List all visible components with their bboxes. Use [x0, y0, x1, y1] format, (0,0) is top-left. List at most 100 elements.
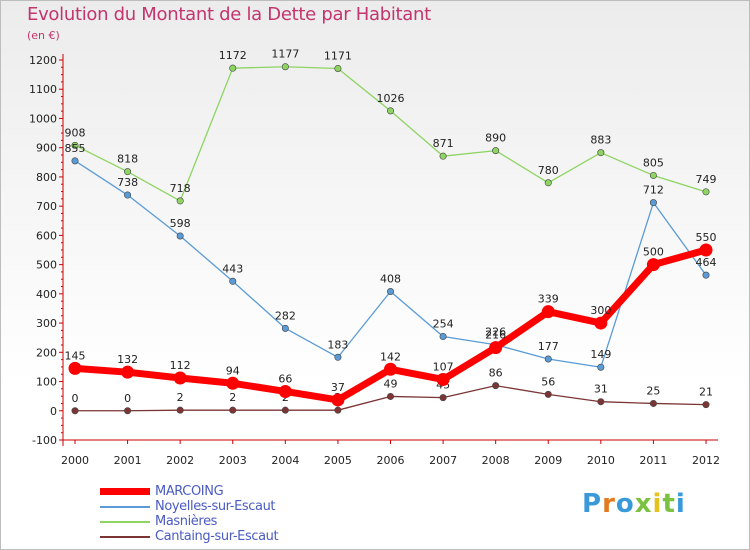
- data-point-masnieres: [649, 171, 657, 179]
- data-label-noyelles-sur-escaut: 855: [65, 142, 86, 155]
- data-label-masnieres: 749: [696, 173, 717, 186]
- data-label-cantaing-sur-escaut: 25: [646, 384, 660, 397]
- y-tick-label: 900: [36, 142, 57, 155]
- data-label-cantaing-sur-escaut: 2: [177, 391, 184, 404]
- data-label-masnieres: 1026: [377, 92, 405, 105]
- y-tick-label: 0: [50, 405, 57, 418]
- data-point-marcoing: [436, 372, 450, 386]
- logo-letter: P: [582, 489, 603, 519]
- data-point-cantaing-sur-escaut: [544, 390, 552, 398]
- data-point-noyelles-sur-escaut: [124, 191, 132, 199]
- data-label-cantaing-sur-escaut: 0: [72, 392, 79, 405]
- x-tick-label: 2004: [271, 454, 299, 467]
- data-point-cantaing-sur-escaut: [702, 401, 710, 409]
- x-tick-label: 2003: [219, 454, 247, 467]
- chart-title: Evolution du Montant de la Dette par Hab…: [27, 4, 431, 25]
- logo-letter: t: [662, 489, 676, 519]
- x-tick-label: 2005: [324, 454, 352, 467]
- x-tick-label: 2000: [61, 454, 89, 467]
- data-point-masnieres: [492, 147, 500, 155]
- data-label-masnieres: 805: [643, 156, 664, 169]
- logo-letter: x: [634, 489, 653, 519]
- data-label-marcoing: 132: [117, 353, 138, 366]
- data-point-noyelles-sur-escaut: [597, 363, 605, 371]
- legend-swatch: [100, 506, 150, 508]
- data-point-cantaing-sur-escaut: [281, 406, 289, 414]
- data-point-masnieres: [702, 188, 710, 196]
- data-point-cantaing-sur-escaut: [229, 406, 237, 414]
- x-tick-label: 2011: [639, 454, 667, 467]
- x-tick-label: 2010: [587, 454, 615, 467]
- y-tick-label: 600: [36, 229, 57, 242]
- data-label-noyelles-sur-escaut: 282: [275, 309, 296, 322]
- data-point-cantaing-sur-escaut: [124, 407, 132, 415]
- y-tick-label: 500: [36, 259, 57, 272]
- data-label-noyelles-sur-escaut: 177: [538, 340, 559, 353]
- data-label-marcoing: 142: [380, 350, 401, 363]
- data-point-cantaing-sur-escaut: [176, 406, 184, 414]
- data-point-marcoing: [384, 362, 397, 376]
- logo-letter: i: [675, 489, 686, 519]
- data-label-masnieres: 883: [590, 134, 611, 147]
- y-tick-label: -100: [32, 434, 57, 447]
- x-tick-label: 2002: [166, 454, 194, 467]
- legend-swatch: [100, 488, 150, 495]
- data-label-marcoing: 107: [433, 360, 454, 373]
- data-point-cantaing-sur-escaut: [597, 398, 605, 406]
- y-tick-label: 100: [36, 376, 57, 389]
- data-label-marcoing: 500: [643, 246, 664, 259]
- data-point-noyelles-sur-escaut: [702, 271, 710, 279]
- y-tick-label: 800: [36, 171, 57, 184]
- x-tick-label: 2001: [114, 454, 142, 467]
- data-point-cantaing-sur-escaut: [492, 382, 500, 390]
- data-label-noyelles-sur-escaut: 226: [485, 326, 506, 339]
- legend-swatch: [100, 536, 150, 538]
- data-label-marcoing: 94: [226, 364, 240, 377]
- data-label-noyelles-sur-escaut: 254: [433, 318, 454, 331]
- x-tick-label: 2009: [534, 454, 562, 467]
- data-point-masnieres: [597, 149, 605, 157]
- legend-label: Cantaing-sur-Escaut: [155, 529, 279, 544]
- data-label-masnieres: 1177: [271, 48, 299, 61]
- data-label-masnieres: 890: [485, 132, 506, 145]
- chart-subtitle: (en €): [27, 29, 60, 42]
- data-label-masnieres: 780: [538, 164, 559, 177]
- logo-letter: i: [652, 489, 663, 519]
- data-label-noyelles-sur-escaut: 464: [696, 256, 717, 269]
- data-label-masnieres: 1171: [324, 49, 352, 62]
- data-label-masnieres: 818: [117, 153, 138, 166]
- logo-letter: o: [615, 489, 635, 519]
- data-label-cantaing-sur-escaut: 86: [489, 367, 503, 380]
- data-label-noyelles-sur-escaut: 183: [327, 338, 348, 351]
- series-line-masnieres: [74, 66, 707, 202]
- data-point-marcoing: [541, 305, 555, 319]
- data-point-noyelles-sur-escaut: [439, 333, 447, 341]
- data-label-cantaing-sur-escaut: 2: [229, 391, 236, 404]
- data-point-noyelles-sur-escaut: [649, 199, 657, 207]
- data-point-cantaing-sur-escaut: [386, 392, 394, 400]
- x-tick-label: 2012: [692, 454, 720, 467]
- logo-letter: r: [602, 489, 616, 519]
- data-label-marcoing: 550: [696, 231, 717, 244]
- y-tick-label: 1000: [29, 112, 57, 125]
- data-label-cantaing-sur-escaut: 31: [594, 383, 608, 396]
- data-point-masnieres: [544, 179, 552, 187]
- data-point-noyelles-sur-escaut: [281, 324, 289, 332]
- data-point-noyelles-sur-escaut: [334, 353, 342, 361]
- data-point-marcoing: [226, 376, 240, 390]
- data-point-marcoing: [489, 341, 503, 355]
- data-point-cantaing-sur-escaut: [71, 407, 79, 415]
- x-tick-label: 2006: [377, 454, 405, 467]
- y-tick-label: 200: [36, 346, 57, 359]
- data-label-masnieres: 718: [170, 182, 191, 195]
- data-point-masnieres: [71, 141, 79, 149]
- y-tick-label: 1200: [29, 54, 57, 67]
- data-point-masnieres: [281, 63, 289, 71]
- data-label-cantaing-sur-escaut: 0: [124, 392, 131, 405]
- data-label-marcoing: 66: [278, 372, 292, 385]
- data-point-masnieres: [124, 168, 132, 176]
- y-tick-label: 700: [36, 200, 57, 213]
- y-tick-label: 1100: [29, 83, 57, 96]
